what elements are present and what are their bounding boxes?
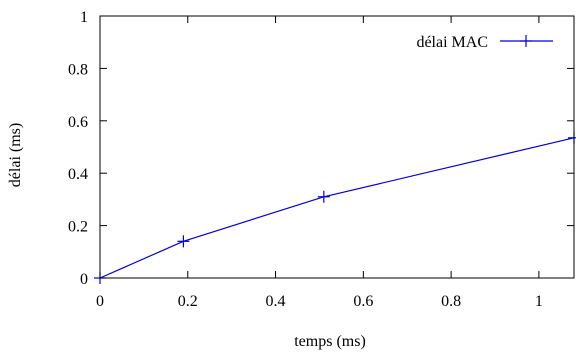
plot-frame: [99, 15, 575, 279]
series-layer: [94, 131, 576, 284]
x-tick-label: 0.6: [353, 293, 373, 310]
legend-label: délai MAC: [416, 34, 488, 51]
y-axis-title-group: délai (ms): [7, 123, 24, 187]
x-axis-title: temps (ms): [294, 333, 366, 350]
legend: délai MAC: [416, 34, 553, 51]
legend-marker: [520, 35, 532, 47]
y-tick-label: 0.4: [68, 166, 88, 183]
x-tick-label: 0.8: [441, 293, 461, 310]
y-tick-label: 0: [80, 271, 88, 288]
axis-ticks: 0 0.2 0.4 0.6 0.8 1 0 0.2 0.4 0.6 0.8 1: [68, 9, 574, 310]
data-point: [317, 190, 330, 203]
x-tick-label: 0.2: [178, 293, 198, 310]
y-tick-label: 0.8: [68, 61, 88, 78]
x-tick-label: 1: [535, 293, 543, 310]
x-tick-label: 0.4: [266, 293, 286, 310]
y-tick-label: 0.2: [68, 219, 88, 236]
data-point: [568, 131, 576, 144]
y-axis-title: délai (ms): [7, 123, 24, 187]
x-tick-label: 0: [96, 293, 104, 310]
y-tick-label: 1: [80, 9, 88, 26]
data-point: [177, 235, 190, 248]
y-tick-label: 0.6: [68, 114, 88, 131]
series-line: [99, 137, 575, 279]
